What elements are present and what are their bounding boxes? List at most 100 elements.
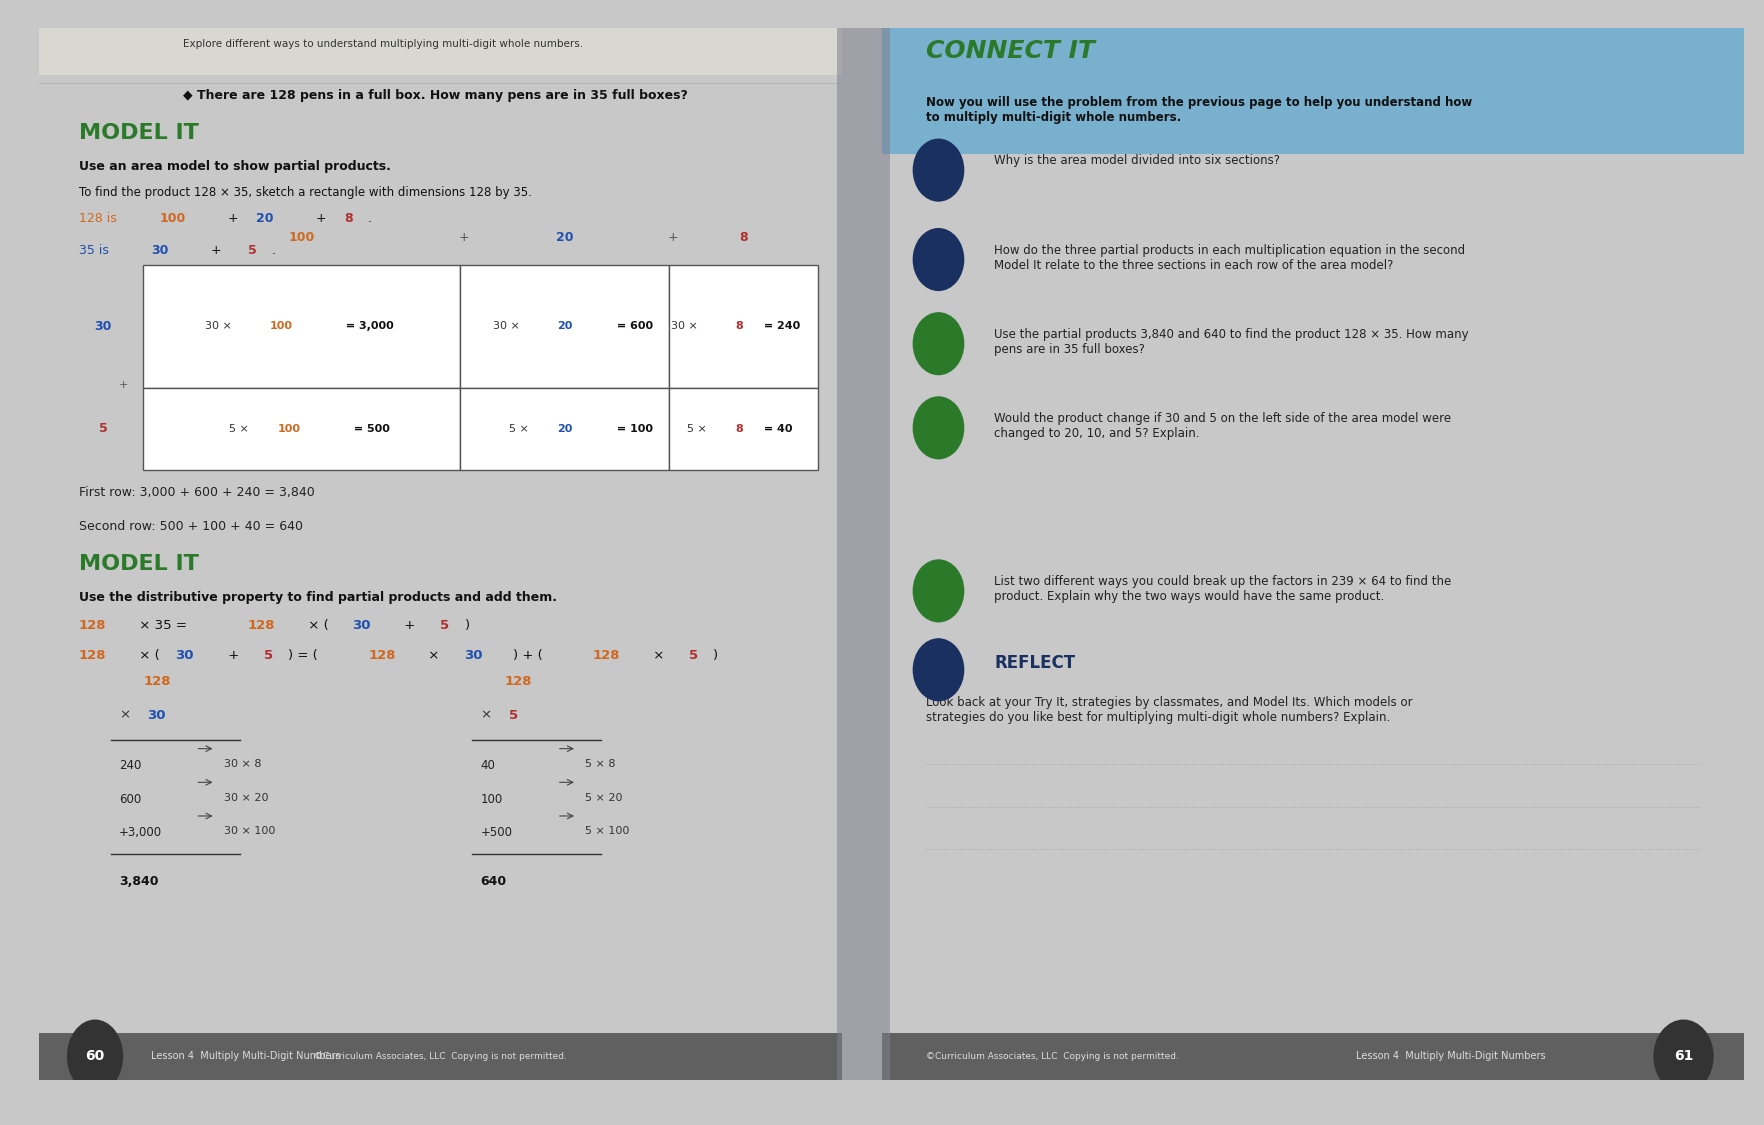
Text: Look back at your Try It, strategies by classmates, and Model Its. Which models : Look back at your Try It, strategies by … [924,696,1411,724]
Text: 30 ×: 30 × [670,322,702,332]
Circle shape [1653,1019,1713,1094]
Text: 3: 3 [933,338,942,350]
Text: 5 × 20: 5 × 20 [584,793,623,803]
Text: 5 ×: 5 × [229,424,252,434]
Text: Use the partial products 3,840 and 640 to find the product 128 × 35. How many
pe: Use the partial products 3,840 and 640 t… [993,327,1468,356]
Text: ) + (: ) + ( [512,649,542,662]
Text: +: + [208,244,226,256]
Text: ): ) [464,619,469,632]
Text: To find the product 128 × 35, sketch a rectangle with dimensions 128 by 35.: To find the product 128 × 35, sketch a r… [79,186,531,199]
Text: 30: 30 [146,709,166,722]
Text: 600: 600 [120,793,141,806]
Circle shape [912,396,963,459]
Text: List two different ways you could break up the factors in 239 × 64 to find the
p: List two different ways you could break … [993,575,1452,603]
Text: MODEL IT: MODEL IT [79,554,199,574]
Text: 5: 5 [263,649,273,662]
Text: × 35 =: × 35 = [136,619,191,632]
Text: = 100: = 100 [612,424,653,434]
Text: +: + [459,231,469,244]
Text: 30: 30 [464,649,483,662]
Bar [882,1033,1743,1080]
Text: ©Curriculum Associates, LLC  Copying is not permitted.: ©Curriculum Associates, LLC Copying is n… [924,1052,1178,1061]
Text: = 40: = 40 [759,424,792,434]
Text: Why is the area model divided into six sections?: Why is the area model divided into six s… [993,154,1279,168]
Text: +3,000: +3,000 [120,827,162,839]
Bar [669,388,817,470]
Text: 35 is: 35 is [79,244,113,256]
Bar [143,264,460,388]
Text: ©Curriculum Associates, LLC  Copying is not permitted.: ©Curriculum Associates, LLC Copying is n… [314,1052,566,1061]
Text: Use the distributive property to find partial products and add them.: Use the distributive property to find pa… [79,591,557,604]
Text: 30 × 20: 30 × 20 [224,793,268,803]
Text: = 3,000: = 3,000 [342,322,393,332]
Text: 128: 128 [247,619,275,632]
Text: 100: 100 [270,322,293,332]
Text: 5: 5 [441,619,450,632]
Text: 128: 128 [79,619,106,632]
Text: 8: 8 [736,424,743,434]
Text: .: . [272,244,275,256]
Text: 3,840: 3,840 [120,875,159,888]
Text: 30: 30 [175,649,194,662]
Circle shape [912,559,963,622]
Text: Would the product change if 30 and 5 on the left side of the area model were
cha: Would the product change if 30 and 5 on … [993,412,1450,440]
Text: +: + [118,380,127,389]
Text: Now you will use the problem from the previous page to help you understand how
t: Now you will use the problem from the pr… [924,97,1471,125]
Circle shape [912,138,963,201]
Text: Lesson 4  Multiply Multi-Digit Numbers: Lesson 4 Multiply Multi-Digit Numbers [1355,1052,1545,1061]
Text: 640: 640 [480,875,506,888]
Text: 4: 4 [933,422,942,434]
Text: 240: 240 [120,759,141,772]
Text: +: + [224,213,242,225]
Text: +: + [224,649,243,662]
Text: CONNECT IT: CONNECT IT [924,38,1094,63]
Text: 5: 5 [247,244,256,256]
Text: ×: × [120,709,131,722]
Text: 20: 20 [556,424,572,434]
Bar [39,28,841,75]
Text: 1: 1 [933,163,942,177]
Circle shape [912,228,963,291]
Text: = 500: = 500 [349,424,390,434]
Text: +: + [312,213,330,225]
Text: How do the three partial products in each multiplication equation in the second
: How do the three partial products in eac… [993,244,1464,272]
Text: 30: 30 [93,319,111,333]
Text: 100: 100 [277,424,300,434]
Text: 100: 100 [480,793,503,806]
Bar [39,1033,841,1080]
Text: 100: 100 [159,213,185,225]
Text: 5: 5 [933,584,942,597]
Text: 30: 30 [351,619,370,632]
Text: 5 ×: 5 × [686,424,711,434]
Text: 5 × 8: 5 × 8 [584,759,616,770]
Text: 5 ×: 5 × [508,424,531,434]
Text: 20: 20 [556,231,573,244]
Text: 5 × 100: 5 × 100 [584,827,630,837]
Text: ×: × [423,649,445,662]
Text: Explore different ways to understand multiplying multi-digit whole numbers.: Explore different ways to understand mul… [183,38,584,48]
Circle shape [67,1019,123,1094]
Text: +: + [669,231,679,244]
Bar [669,264,817,388]
Text: Second row: 500 + 100 + 40 = 640: Second row: 500 + 100 + 40 = 640 [79,521,303,533]
Text: = 600: = 600 [612,322,653,332]
Text: = 240: = 240 [759,322,799,332]
Text: 5: 5 [508,709,517,722]
Text: .: . [369,213,372,225]
Text: 30 × 8: 30 × 8 [224,759,261,770]
Text: ): ) [713,649,718,662]
Text: 128 is: 128 is [79,213,120,225]
Text: 6: 6 [933,664,942,676]
Text: 128: 128 [369,649,395,662]
Text: 128: 128 [593,649,621,662]
Text: 40: 40 [480,759,496,772]
Bar [460,388,669,470]
Text: 30: 30 [152,244,169,256]
Text: × (: × ( [303,619,328,632]
Text: 8: 8 [344,213,353,225]
Text: ×: × [480,709,492,722]
Text: MODEL IT: MODEL IT [79,123,199,143]
Text: 20: 20 [556,322,572,332]
Text: 8: 8 [739,231,748,244]
Text: 5: 5 [690,649,699,662]
